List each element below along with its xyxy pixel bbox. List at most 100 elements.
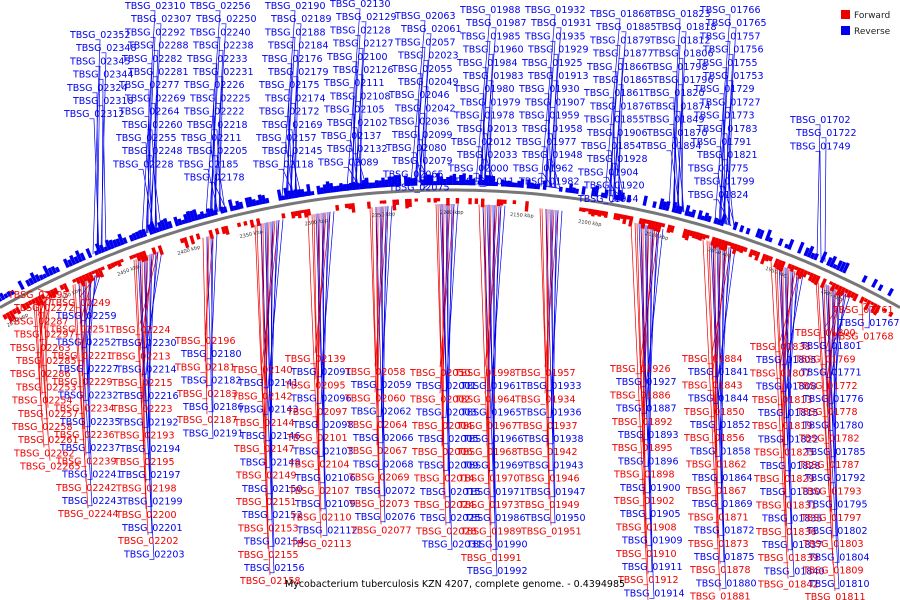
gene-connector (819, 151, 822, 261)
gene-label: TBSG_02002 (409, 394, 471, 405)
gene-label: TBSG_01913 (527, 71, 589, 82)
gene-label: TBSG_02252 (55, 338, 117, 349)
reverse-gene-arrow (62, 258, 70, 269)
reverse-gene-arrow (429, 175, 434, 186)
forward-gene-arrow (736, 244, 742, 252)
forward-gene-arrow (719, 239, 726, 251)
gene-label: TBSG_02147 (233, 444, 295, 455)
reverse-gene-arrow (352, 181, 357, 191)
gene-connector (719, 67, 728, 223)
gene-label: TBSG_02062 (350, 407, 412, 418)
reverse-gene-arrow (494, 181, 499, 187)
reverse-gene-arrow (719, 213, 727, 227)
gene-label: TBSG_01987 (465, 18, 527, 29)
forward-gene-arrow (647, 220, 653, 230)
gene-label: TBSG_01946 (518, 474, 580, 485)
forward-gene-arrow (53, 287, 59, 295)
gene-label: TBSG_02194 (119, 444, 181, 455)
gene-connector (604, 18, 621, 196)
gene-connector (317, 213, 326, 510)
forward-gene-arrow (224, 225, 230, 236)
gene-label: TBSG_02195 (113, 457, 175, 468)
gene-connector (717, 249, 736, 378)
gene-label: TBSG_01756 (702, 45, 764, 56)
gene-label: TBSG_01840 (763, 566, 825, 577)
forward-gene-arrow (870, 301, 875, 306)
gene-connector (254, 224, 271, 576)
gene-label: TBSG_02063 (394, 11, 456, 22)
forward-gene-arrow (503, 199, 507, 204)
forward-gene-arrow (100, 266, 105, 271)
reverse-gene-arrow (861, 274, 868, 284)
kbp-tick-label: 2050 kbp (645, 231, 669, 242)
reverse-gene-arrow (423, 175, 428, 186)
forward-gene-arrow (293, 210, 299, 217)
gene-connector (92, 39, 101, 255)
gene-connector (410, 20, 426, 183)
gene-connector (727, 80, 734, 226)
forward-gene-arrow (882, 307, 888, 313)
forward-gene-arrow (731, 243, 739, 255)
reverse-gene-arrow (755, 228, 762, 238)
gene-connector (350, 35, 361, 188)
gene-label: TBSG_01829 (753, 474, 815, 485)
reverse-gene-arrow (283, 187, 289, 200)
gene-label: TBSG_01877 (592, 49, 654, 60)
gene-connector (78, 282, 93, 507)
gene-label: TBSG_02197 (119, 470, 181, 481)
gene-label: TBSG_01873 (687, 539, 749, 550)
gene-label: TBSG_02102 (326, 118, 388, 129)
gene-label: TBSG_02211 (180, 133, 242, 144)
gene-label: TBSG_02151 (235, 497, 297, 508)
reverse-gene-arrow (436, 173, 440, 186)
forward-gene-arrow (214, 228, 220, 235)
reverse-gene-arrow (768, 237, 773, 243)
gene-connector (418, 126, 422, 183)
forward-gene-arrow (698, 232, 704, 241)
reverse-gene-arrow (247, 196, 254, 207)
gene-label: TBSG_01864 (691, 473, 753, 484)
gene-label: TBSG_02352 (69, 30, 131, 41)
forward-gene-arrow (40, 293, 46, 300)
legend-swatch-forward (841, 10, 850, 19)
gene-connector (43, 294, 53, 329)
gene-label: TBSG_01884 (681, 354, 743, 365)
gene-connector (83, 279, 86, 403)
gene-label: TBSG_02075 (388, 183, 450, 194)
forward-gene-arrow (739, 245, 745, 254)
reverse-gene-arrow (536, 183, 541, 190)
reverse-gene-arrow (468, 174, 473, 186)
gene-label: TBSG_02172 (258, 107, 320, 118)
reverse-gene-arrow (674, 205, 680, 214)
gene-label: TBSG_02003 (415, 408, 477, 419)
reverse-gene-arrow (199, 211, 206, 219)
gene-label: TBSG_01835 (761, 514, 823, 525)
gene-label: TBSG_02236 (53, 430, 115, 441)
gene-label: TBSG_01871 (687, 512, 749, 523)
gene-label: TBSG_01983 (462, 71, 524, 82)
gene-connector (143, 255, 147, 430)
reverse-gene-arrow (513, 182, 518, 188)
reverse-gene-arrow (613, 194, 618, 201)
gene-connector (616, 137, 621, 198)
gene-label: TBSG_02272 (13, 303, 75, 314)
forward-gene-arrow (195, 233, 201, 240)
gene-connector (831, 287, 838, 510)
reverse-gene-arrow (703, 212, 710, 222)
gene-connector (142, 169, 155, 231)
gene-label: TBSG_01978 (453, 111, 515, 122)
reverse-gene-arrow (813, 253, 819, 261)
reverse-gene-arrow (426, 174, 431, 186)
gene-label: TBSG_01795 (806, 500, 868, 511)
gene-label: TBSG_01910 (615, 549, 677, 560)
gene-label: TBSG_02005 (417, 434, 479, 445)
gene-label: TBSG_02225 (189, 93, 251, 104)
forward-gene-arrow (645, 219, 650, 225)
reverse-gene-arrow (42, 273, 48, 279)
gene-label: TBSG_02255 (115, 133, 177, 144)
gene-label: TBSG_02174 (264, 93, 326, 104)
reverse-gene-arrow (784, 243, 789, 249)
forward-gene-arrow (297, 210, 302, 219)
gene-label: TBSG_01934 (514, 394, 576, 405)
